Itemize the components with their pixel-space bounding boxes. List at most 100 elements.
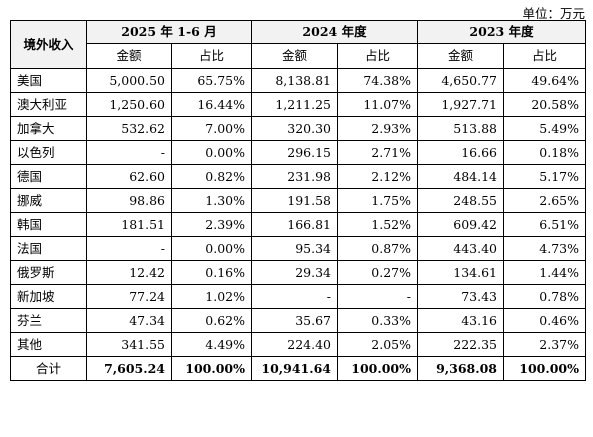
table-row: 俄罗斯 12.42 0.16% 29.34 0.27% 134.61 1.44% — [11, 261, 586, 285]
amount-cell: 532.62 — [87, 117, 172, 141]
ratio-cell: 65.75% — [172, 69, 252, 93]
region-name: 澳大利亚 — [11, 93, 87, 117]
amount-cell: 47.34 — [87, 309, 172, 333]
region-name: 法国 — [11, 237, 87, 261]
amount-cell: 1,250.60 — [87, 93, 172, 117]
region-name: 加拿大 — [11, 117, 87, 141]
amount-cell: - — [252, 285, 338, 309]
ratio-cell: 1.30% — [172, 189, 252, 213]
ratio-cell: 2.39% — [172, 213, 252, 237]
amount-cell: 181.51 — [87, 213, 172, 237]
ratio-cell: 100.00% — [338, 357, 418, 381]
table-row: 其他 341.55 4.49% 224.40 2.05% 222.35 2.37% — [11, 333, 586, 357]
amount-cell: 62.60 — [87, 165, 172, 189]
table-row: 法国 -0.00% 95.34 0.87% 443.40 4.73% — [11, 237, 586, 261]
table-row: 加拿大 532.62 7.00% 320.30 2.93% 513.88 5.49% — [11, 117, 586, 141]
ratio-cell: 49.64% — [504, 69, 586, 93]
ratio-cell: 16.44% — [172, 93, 252, 117]
period-header: 2023 年度 — [418, 21, 586, 44]
ratio-cell: 7.00% — [172, 117, 252, 141]
region-name: 芬兰 — [11, 309, 87, 333]
amount-cell: 7,605.24 — [87, 357, 172, 381]
amount-header: 金额 — [87, 44, 172, 69]
ratio-cell: 100.00% — [172, 357, 252, 381]
ratio-cell: 0.62% — [172, 309, 252, 333]
ratio-cell: 1.02% — [172, 285, 252, 309]
amount-cell: 29.34 — [252, 261, 338, 285]
ratio-cell: 0.78% — [504, 285, 586, 309]
amount-cell: 43.16 — [418, 309, 504, 333]
amount-cell: 16.66 — [418, 141, 504, 165]
ratio-cell: 0.82% — [172, 165, 252, 189]
amount-cell: 443.40 — [418, 237, 504, 261]
amount-header: 金额 — [418, 44, 504, 69]
amount-cell: 8,138.81 — [252, 69, 338, 93]
total-row: 合计 7,605.24 100.00% 10,941.64 100.00% 9,368.0… — [11, 357, 586, 381]
table-row: 挪威 98.86 1.30% 191.58 1.75% 248.55 2.65% — [11, 189, 586, 213]
amount-cell: 191.58 — [252, 189, 338, 213]
amount-cell: 341.55 — [87, 333, 172, 357]
amount-cell: 1,927.71 — [418, 93, 504, 117]
ratio-cell: 2.65% — [504, 189, 586, 213]
ratio-header: 占比 — [338, 44, 418, 69]
amount-cell: 9,368.08 — [418, 357, 504, 381]
ratio-cell: 0.00% — [172, 237, 252, 261]
amount-cell: 12.42 — [87, 261, 172, 285]
ratio-header: 占比 — [172, 44, 252, 69]
ratio-cell: 1.44% — [504, 261, 586, 285]
ratio-cell: 4.73% — [504, 237, 586, 261]
amount-cell: 222.35 — [418, 333, 504, 357]
ratio-cell: 11.07% — [338, 93, 418, 117]
table-row: 美国 5,000.50 65.75% 8,138.81 74.38% 4,650.77 49… — [11, 69, 586, 93]
ratio-cell: 100.00% — [504, 357, 586, 381]
ratio-cell: 0.16% — [172, 261, 252, 285]
region-name: 合计 — [11, 357, 87, 381]
ratio-cell: 5.17% — [504, 165, 586, 189]
region-name: 德国 — [11, 165, 87, 189]
amount-cell: 224.40 — [252, 333, 338, 357]
table-row: 澳大利亚 1,250.60 16.44% 1,211.25 11.07% 1,927.71… — [11, 93, 586, 117]
region-name: 美国 — [11, 69, 87, 93]
region-name: 新加坡 — [11, 285, 87, 309]
ratio-cell: 0.00% — [172, 141, 252, 165]
ratio-cell: 2.93% — [338, 117, 418, 141]
amount-header: 金额 — [252, 44, 338, 69]
amount-cell: - — [87, 237, 172, 261]
overseas-revenue-table: 境外收入 2025 年 1-6 月 2024 年度 2023 年度 金额 占比 … — [10, 20, 586, 381]
amount-cell: - — [87, 141, 172, 165]
table-body: 美国 5,000.50 65.75% 8,138.81 74.38% 4,650.77 49… — [11, 69, 586, 381]
ratio-cell: 0.33% — [338, 309, 418, 333]
amount-cell: 98.86 — [87, 189, 172, 213]
region-name: 挪威 — [11, 189, 87, 213]
period-header: 2024 年度 — [252, 21, 418, 44]
table-row: 芬兰 47.34 0.62% 35.67 0.33% 43.16 0.46% — [11, 309, 586, 333]
amount-cell: 320.30 — [252, 117, 338, 141]
ratio-cell: 2.37% — [504, 333, 586, 357]
amount-cell: 73.43 — [418, 285, 504, 309]
ratio-cell: 6.51% — [504, 213, 586, 237]
ratio-cell: 0.87% — [338, 237, 418, 261]
amount-cell: 10,941.64 — [252, 357, 338, 381]
amount-cell: 95.34 — [252, 237, 338, 261]
ratio-cell: 1.52% — [338, 213, 418, 237]
amount-cell: 513.88 — [418, 117, 504, 141]
amount-cell: 35.67 — [252, 309, 338, 333]
amount-cell: 248.55 — [418, 189, 504, 213]
amount-cell: 1,211.25 — [252, 93, 338, 117]
ratio-cell: 5.49% — [504, 117, 586, 141]
amount-cell: 484.14 — [418, 165, 504, 189]
amount-cell: 4,650.77 — [418, 69, 504, 93]
amount-cell: 166.81 — [252, 213, 338, 237]
ratio-cell: 2.05% — [338, 333, 418, 357]
ratio-cell: 2.12% — [338, 165, 418, 189]
region-name: 韩国 — [11, 213, 87, 237]
table-row: 韩国 181.51 2.39% 166.81 1.52% 609.42 6.51% — [11, 213, 586, 237]
region-name: 俄罗斯 — [11, 261, 87, 285]
ratio-cell: 1.75% — [338, 189, 418, 213]
amount-cell: 5,000.50 — [87, 69, 172, 93]
region-name: 其他 — [11, 333, 87, 357]
ratio-cell: 0.46% — [504, 309, 586, 333]
ratio-cell: 0.18% — [504, 141, 586, 165]
amount-cell: 609.42 — [418, 213, 504, 237]
ratio-cell: 0.27% — [338, 261, 418, 285]
